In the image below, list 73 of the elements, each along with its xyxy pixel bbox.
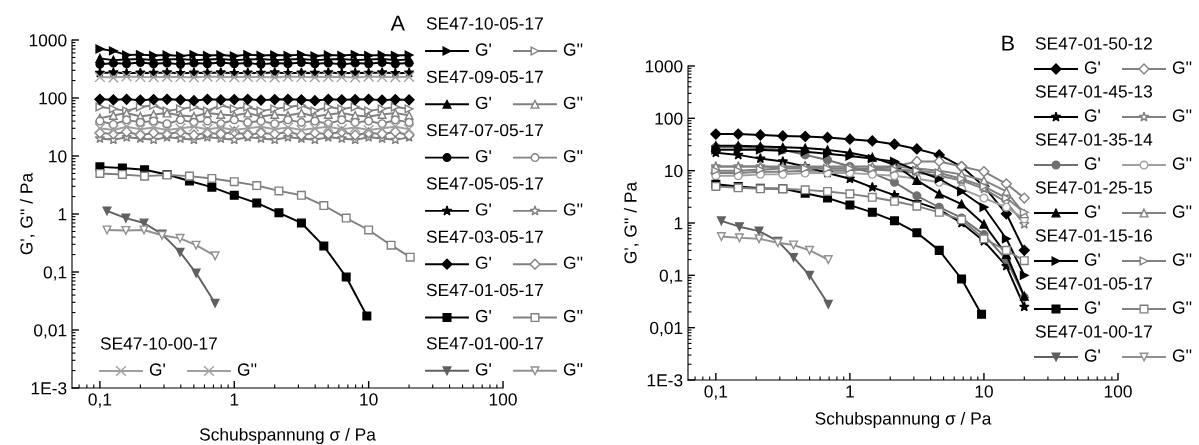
legend-label: G'' <box>1172 61 1192 74</box>
legend-label: G' <box>149 363 165 376</box>
legend-label: G' <box>1084 109 1100 122</box>
legend-label: G'' <box>563 309 583 323</box>
legend-label: G'' <box>563 363 583 376</box>
legend-label: G' <box>475 256 491 269</box>
text: B <box>1002 35 1014 51</box>
y-tick-label: 10 <box>665 164 683 178</box>
legend-label: G'' <box>563 203 583 216</box>
x-tick-label: 1 <box>230 393 239 406</box>
legend-label: G' <box>475 149 491 163</box>
legend-label: G' <box>1084 301 1100 314</box>
y-tick-label: 0,1 <box>43 266 67 281</box>
y-tick-label: 100 <box>655 112 683 125</box>
legend-label: G' <box>475 43 491 56</box>
legend-label: G'' <box>1172 109 1192 122</box>
y-tick-label: 0,01 <box>34 324 67 339</box>
x-tick-label: 10 <box>360 393 378 406</box>
annotation: SE47-01-05-17 <box>426 283 543 297</box>
y-tick-label: 1000 <box>645 60 683 73</box>
x-tick-label: 100 <box>489 393 517 406</box>
text: A <box>390 15 405 31</box>
x-tick-label: 0,1 <box>704 385 728 400</box>
x-axis-title: Schubspannung σ / Pa <box>815 411 992 429</box>
legend-label: G' <box>1084 157 1100 170</box>
legend-label: G'' <box>563 96 583 109</box>
y-tick-label: 100 <box>39 92 67 105</box>
legend-label: G' <box>475 96 491 109</box>
y-axis-title: G', G'' / Pa <box>19 172 35 255</box>
y-tick-label: 1000 <box>29 34 67 47</box>
legend-label: G'' <box>563 256 583 269</box>
legend-label: G' <box>1084 253 1100 266</box>
annotation: SE47-09-05-17 <box>426 70 543 83</box>
annotation: SE47-01-00-17 <box>1035 325 1152 338</box>
legend-label: G'' <box>563 149 583 163</box>
annotation: SE47-01-35-14 <box>1035 133 1153 146</box>
y-tick-label: 1 <box>674 217 683 230</box>
legend-label: G' <box>1084 61 1100 74</box>
text: SE47-01-50-12 <box>1035 37 1152 50</box>
annotation: SE47-07-05-17 <box>426 123 543 137</box>
y-tick-label: 1E-3 <box>647 374 683 387</box>
legend-label: G'' <box>1172 253 1192 266</box>
y-tick-label: 1 <box>58 208 67 221</box>
annotation: SE47-01-25-15 <box>1035 181 1153 194</box>
annotation: SE47-05-05-17 <box>426 177 543 190</box>
annotation: SE47-03-05-17 <box>426 230 543 243</box>
legend-label: G' <box>475 309 491 323</box>
legend-label: G'' <box>1172 349 1192 362</box>
annotation: SE47-01-05-17 <box>1035 277 1152 290</box>
legend-label: G'' <box>1172 205 1192 218</box>
legend-label: G' <box>475 363 491 376</box>
annotation: SE47-01-45-13 <box>1035 85 1152 98</box>
y-tick-label: 10 <box>49 150 67 163</box>
annotation: SE47-01-15-16 <box>1035 229 1152 242</box>
legend-label: G'' <box>237 363 257 376</box>
legend-label: G'' <box>1172 157 1192 170</box>
annotation: SE47-10-00-17 <box>100 337 217 350</box>
y-tick-label: 0,1 <box>659 269 683 284</box>
annotation: SE47-01-00-17 <box>426 337 543 350</box>
legend-label: G'' <box>563 43 583 56</box>
text: SE47-10-05-17 <box>426 17 543 30</box>
x-tick-label: 100 <box>1104 385 1132 398</box>
y-tick-label: 1E-3 <box>31 382 67 395</box>
legend-label: G' <box>1084 349 1100 362</box>
legend-label: G' <box>1084 205 1100 218</box>
x-tick-label: 1 <box>846 385 854 398</box>
legend-label: G' <box>475 203 491 216</box>
y-axis-title: G', G'' / Pa <box>623 181 639 264</box>
legend-label: G'' <box>1172 301 1192 314</box>
x-tick-label: 0,1 <box>88 393 112 408</box>
y-tick-label: 0,01 <box>650 321 683 337</box>
x-axis-title: Schubspannung σ / Pa <box>199 427 376 445</box>
x-tick-label: 10 <box>975 385 993 398</box>
